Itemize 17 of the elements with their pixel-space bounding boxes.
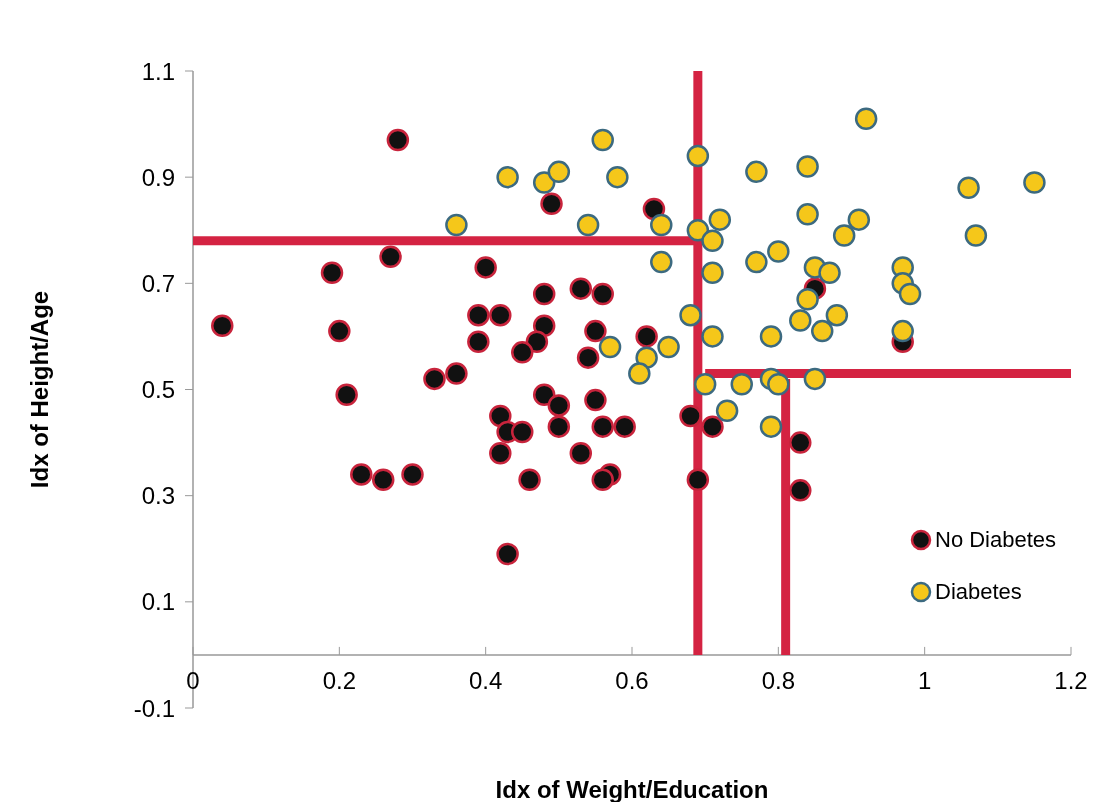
y-tick-label: 1.1 (141, 57, 175, 85)
x-tick-label: 1 (917, 666, 932, 694)
x-tick-label: 0.2 (322, 666, 357, 694)
x-tick-label: 0.8 (761, 666, 796, 694)
y-tick-label: 0.9 (141, 163, 175, 191)
x-tick-label: 0.6 (615, 666, 649, 694)
y-tick-label: 0.7 (141, 269, 175, 297)
x-tick-label: 0 (186, 666, 200, 694)
x-tick-label: 1.2 (1054, 666, 1088, 694)
y-tick-label: 0.3 (141, 482, 175, 510)
y-axis-title: Idx of Height/Age (26, 290, 53, 489)
y-tick-label: 0.5 (141, 376, 175, 403)
x-tick-label: 0.4 (468, 666, 503, 694)
legend-label: Diabetes (935, 579, 1022, 605)
y-tick-label: -0.1 (133, 694, 175, 722)
y-tick-label: 0.1 (141, 588, 175, 616)
legend-label: No Diabetes (935, 527, 1057, 553)
